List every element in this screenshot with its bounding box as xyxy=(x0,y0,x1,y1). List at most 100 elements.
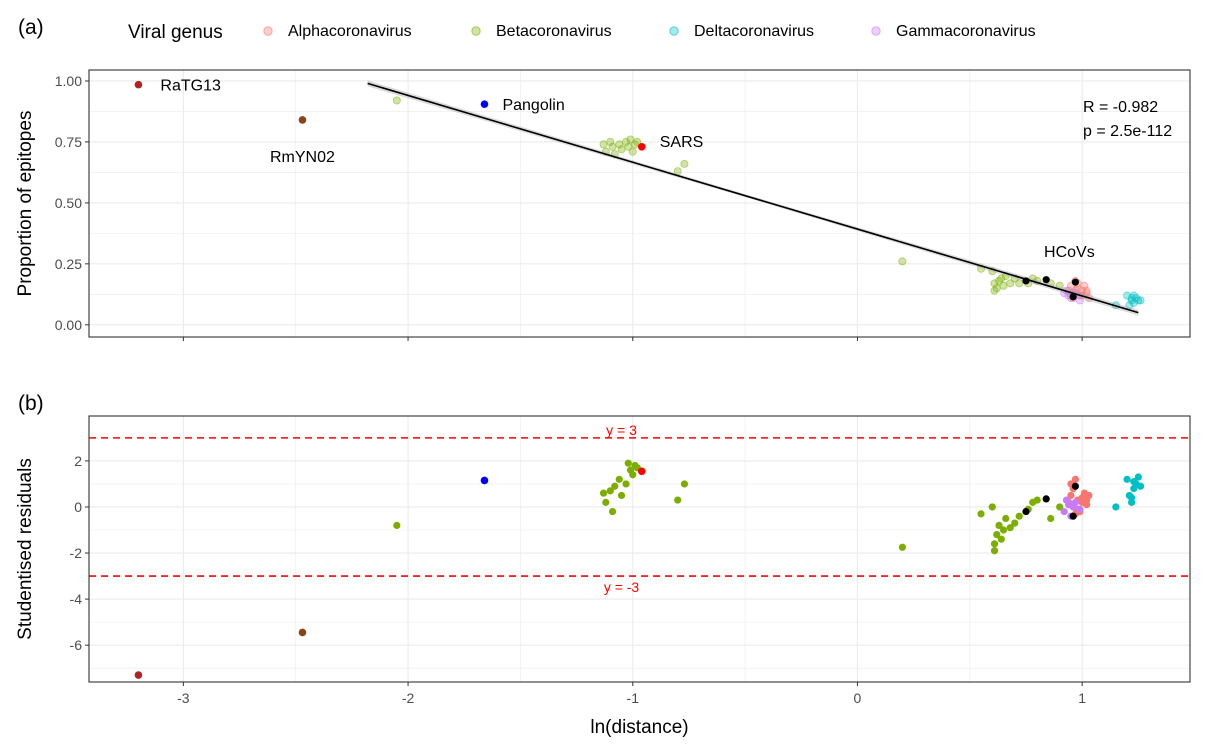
residual-point-betacoronavirus xyxy=(1033,496,1041,504)
residual-point-betacoronavirus xyxy=(615,475,623,483)
point-pangolin xyxy=(480,100,489,108)
point-deltacoronavirus xyxy=(1127,296,1136,305)
residual-point-betacoronavirus xyxy=(680,480,689,488)
reference-line-label-lower: y = -3 xyxy=(604,579,640,595)
label-pangolin: Pangolin xyxy=(502,97,564,114)
point-betacoronavirus xyxy=(631,140,640,149)
residual-point-ratg13 xyxy=(134,671,143,679)
panel-b-plot: -6 -4 -2 0 2 -3 -2 -1 0 1 y = 3 y = -3 Studentised… xyxy=(15,415,1191,738)
point-hcov xyxy=(1069,293,1077,301)
residual-point-rmyn02 xyxy=(298,628,307,637)
residual-point-hcov xyxy=(1069,512,1077,520)
regression-line xyxy=(367,82,1139,314)
label-ratg13: RaTG13 xyxy=(160,78,221,95)
point-betacoronavirus xyxy=(622,137,631,146)
residual-point-deltacoronavirus xyxy=(1136,482,1145,490)
point-hcov xyxy=(1071,278,1080,286)
residual-point-betacoronavirus xyxy=(608,507,617,516)
panel-a-y-axis-title: Proportion of epitopes xyxy=(15,111,36,297)
residual-point-gammacoronavirus xyxy=(1069,503,1077,511)
residual-point-alphacoronavirus xyxy=(1083,496,1091,504)
panel-a-y-tick-label: 0.25 xyxy=(55,256,82,272)
residual-point-betacoronavirus xyxy=(629,471,637,479)
panel-b-y-tick-label: 2 xyxy=(74,453,82,469)
point-deltacoronavirus xyxy=(1132,293,1141,302)
panel-b-y-tick-label: -2 xyxy=(70,545,83,561)
residual-point-betacoronavirus xyxy=(617,491,626,500)
residual-point-betacoronavirus xyxy=(1002,514,1010,523)
point-betacoronavirus xyxy=(633,137,642,146)
x-tick-label: -1 xyxy=(627,690,640,706)
legend-key-gammacoronavirus xyxy=(871,26,881,36)
panel-a-border xyxy=(88,69,1191,338)
point-betacoronavirus xyxy=(995,276,1004,285)
x-axis-title: ln(distance) xyxy=(590,717,688,738)
residual-point-alphacoronavirus xyxy=(1067,491,1075,500)
panel-a-y-tick-label: 1.00 xyxy=(55,73,82,89)
point-hcov xyxy=(1042,276,1050,284)
point-ratg13 xyxy=(134,80,143,89)
label-sars: SARS xyxy=(660,134,704,151)
correlation-p-label: p = 2.5e-112 xyxy=(1083,123,1172,140)
residual-point-betacoronavirus xyxy=(997,535,1005,543)
residual-point-betacoronavirus xyxy=(990,540,999,548)
residual-point-hcov xyxy=(1071,482,1080,490)
panel-b-y-tick-label: -6 xyxy=(70,637,83,653)
point-betacoronavirus xyxy=(990,286,999,295)
point-betacoronavirus xyxy=(392,96,401,105)
panel-a-plot: 0.00 0.25 0.50 0.75 1.00 RaTG13 RmYN02 Pangoli… xyxy=(15,69,1191,341)
point-sars xyxy=(637,143,646,151)
point-betacoronavirus xyxy=(898,257,907,266)
residual-point-betacoronavirus xyxy=(1047,514,1055,523)
panel-label-a: (a) xyxy=(18,16,44,39)
residual-point-betacoronavirus xyxy=(602,498,610,506)
residual-point-betacoronavirus xyxy=(990,547,999,555)
residual-point-sars xyxy=(637,467,646,476)
point-betacoronavirus xyxy=(608,142,617,151)
legend-key-alphacoronavirus xyxy=(263,26,273,36)
residual-point-deltacoronavirus xyxy=(1127,498,1136,506)
point-betacoronavirus xyxy=(599,140,608,149)
residual-point-deltacoronavirus xyxy=(1134,473,1142,481)
legend-key-betacoronavirus xyxy=(471,26,481,36)
residual-point-deltacoronavirus xyxy=(1125,491,1133,500)
point-betacoronavirus xyxy=(617,145,626,154)
panel-b-border xyxy=(88,415,1191,683)
point-betacoronavirus xyxy=(680,159,689,168)
residual-point-betacoronavirus xyxy=(599,489,608,497)
point-deltacoronavirus xyxy=(1136,296,1145,305)
point-rmyn02 xyxy=(298,116,307,124)
panel-b-y-axis-title: Studentised residuals xyxy=(15,458,36,640)
label-rmyn02: RmYN02 xyxy=(270,149,335,166)
residual-point-alphacoronavirus xyxy=(1071,475,1080,483)
residual-point-gammacoronavirus xyxy=(1060,507,1068,516)
reference-line-label-upper: y = 3 xyxy=(606,422,637,438)
residual-point-betacoronavirus xyxy=(674,496,682,504)
panel-b-y-tick-label: -4 xyxy=(70,591,83,607)
residual-point-deltacoronavirus xyxy=(1123,475,1131,483)
correlation-r-label: R = -0.982 xyxy=(1083,99,1158,116)
x-tick-label: -2 xyxy=(402,690,415,706)
legend-title: Viral genus xyxy=(128,22,223,43)
legend-label-deltacoronavirus: Deltacoronavirus xyxy=(694,23,814,40)
point-alphacoronavirus xyxy=(1082,286,1091,295)
label-hcovs: HCoVs xyxy=(1044,244,1095,261)
x-tick-label: 1 xyxy=(1078,690,1086,706)
residual-point-pangolin xyxy=(480,476,489,485)
point-deltacoronavirus xyxy=(1127,293,1136,302)
residual-point-betacoronavirus xyxy=(1006,524,1014,532)
residual-point-hcov xyxy=(1042,495,1050,503)
residual-point-betacoronavirus xyxy=(977,510,985,518)
point-betacoronavirus xyxy=(606,137,615,146)
legend-key-deltacoronavirus xyxy=(669,26,679,36)
panel-a-y-tick-label: 0.00 xyxy=(55,317,82,333)
legend-label-gammacoronavirus: Gammacoronavirus xyxy=(896,23,1036,40)
point-deltacoronavirus xyxy=(1129,291,1138,300)
x-tick-label: -3 xyxy=(177,690,190,706)
legend: Viral genus Alphacoronavirus Betacoronavi… xyxy=(128,22,1036,43)
point-betacoronavirus xyxy=(999,281,1008,290)
residual-point-betacoronavirus xyxy=(606,487,614,495)
legend-label-alphacoronavirus: Alphacoronavirus xyxy=(288,23,412,40)
legend-label-betacoronavirus: Betacoronavirus xyxy=(496,23,612,40)
